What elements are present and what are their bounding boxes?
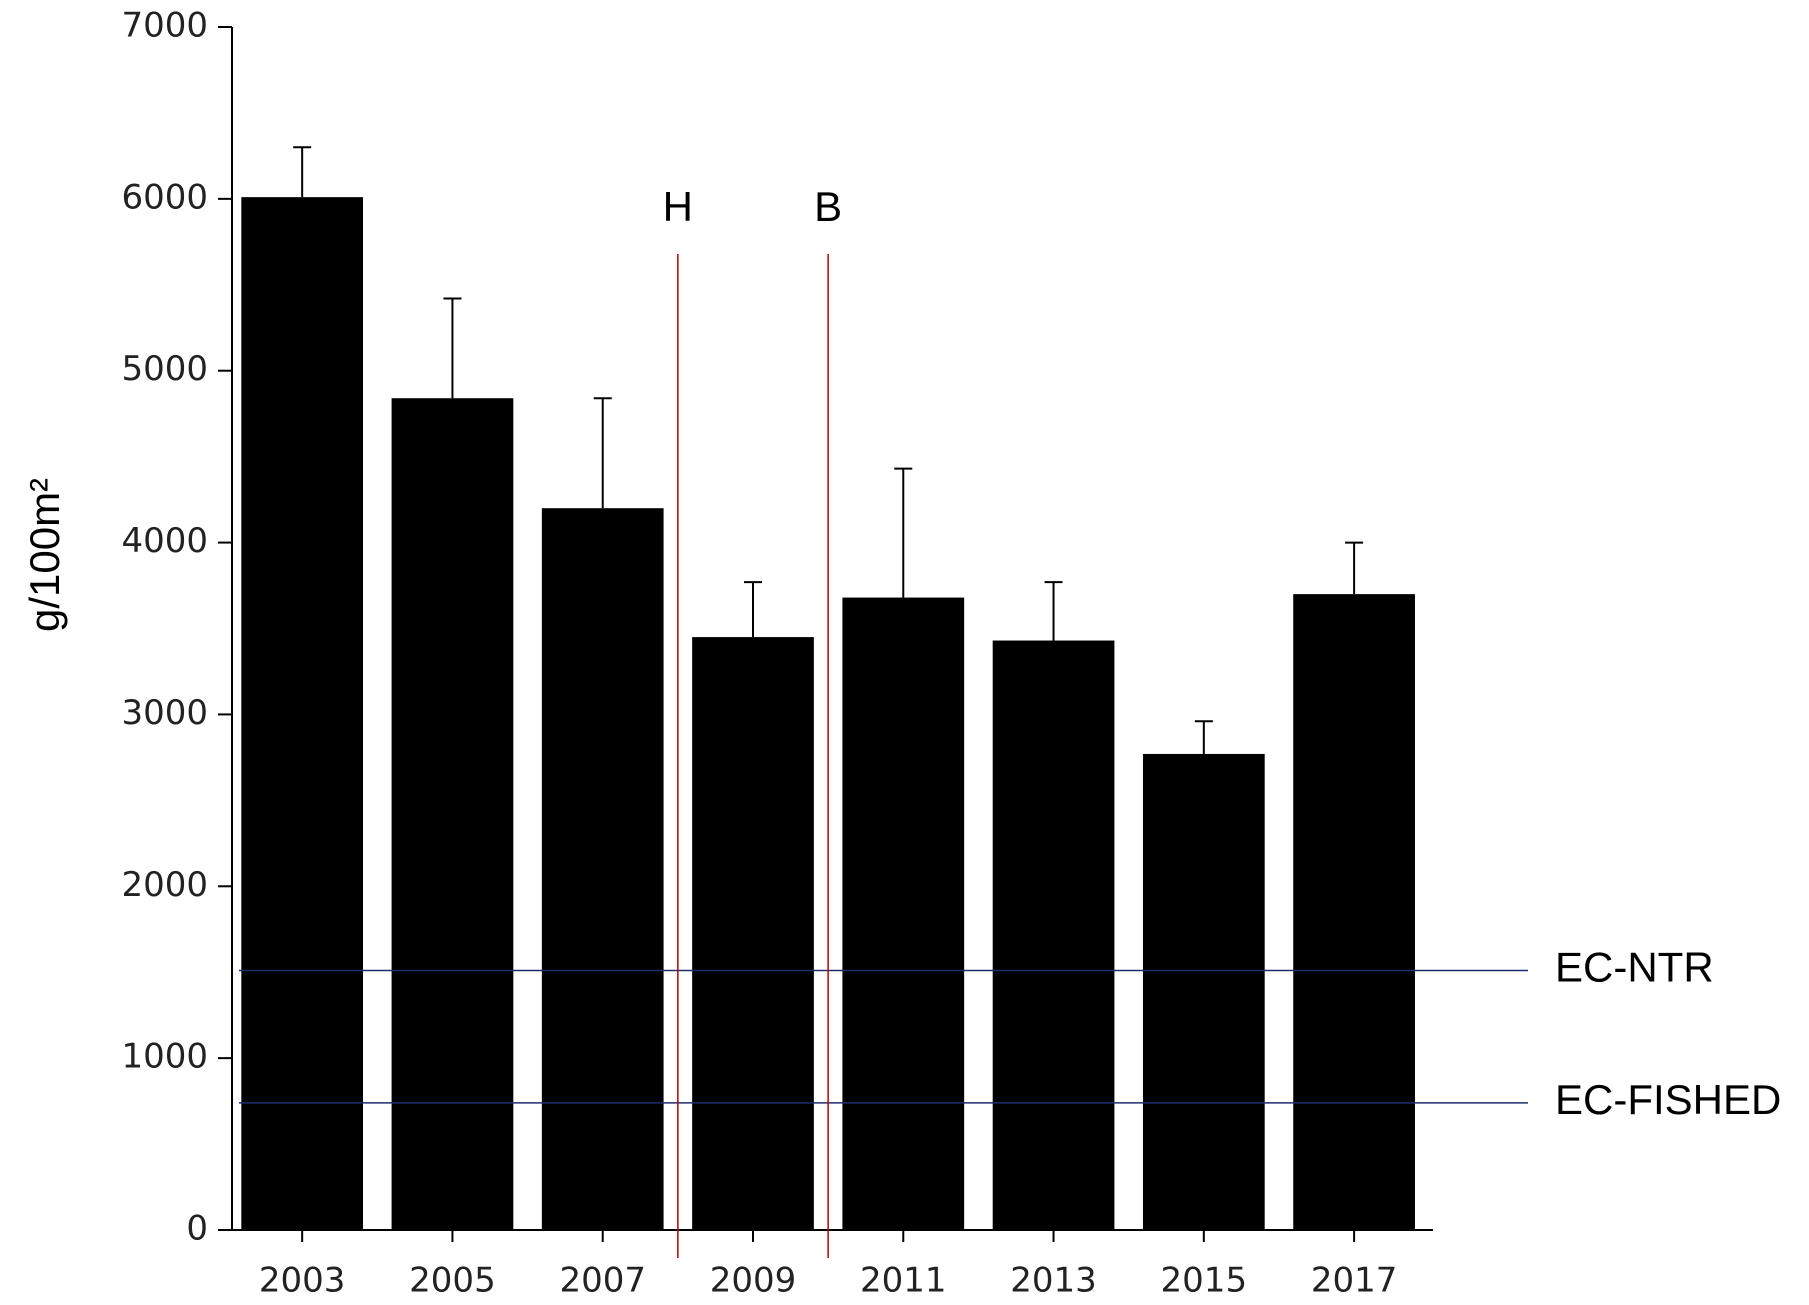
bar: [1293, 594, 1415, 1230]
bar: [842, 597, 965, 1230]
bar: [1142, 753, 1265, 1230]
reference-label: EC-FISHED: [1555, 1076, 1781, 1123]
event-label: H: [663, 183, 693, 230]
bar: [692, 637, 814, 1230]
reference-label: EC-NTR: [1555, 944, 1714, 991]
x-tick-label: 2011: [860, 1261, 947, 1301]
y-tick-label: 5000: [121, 349, 208, 389]
bar: [241, 197, 364, 1231]
bar: [992, 640, 1115, 1230]
bar: [391, 398, 514, 1230]
bar: [541, 508, 664, 1230]
y-tick-label: 1000: [121, 1037, 208, 1077]
x-tick-label: 2007: [559, 1261, 646, 1301]
x-tick-label: 2017: [1311, 1261, 1398, 1301]
x-tick-label: 2015: [1161, 1261, 1248, 1301]
y-tick-label: 4000: [121, 521, 208, 561]
x-tick-label: 2003: [259, 1261, 346, 1301]
y-tick-label: 2000: [121, 865, 208, 905]
y-tick-label: 7000: [121, 6, 208, 46]
x-tick-label: 2013: [1010, 1261, 1097, 1301]
y-tick-label: 0: [186, 1209, 208, 1249]
x-tick-label: 2005: [409, 1261, 496, 1301]
x-tick-label: 2009: [710, 1261, 797, 1301]
event-label: B: [814, 183, 842, 230]
y-tick-label: 3000: [121, 693, 208, 733]
y-axis-label: g/100m²: [21, 478, 68, 632]
y-tick-label: 6000: [121, 177, 208, 217]
